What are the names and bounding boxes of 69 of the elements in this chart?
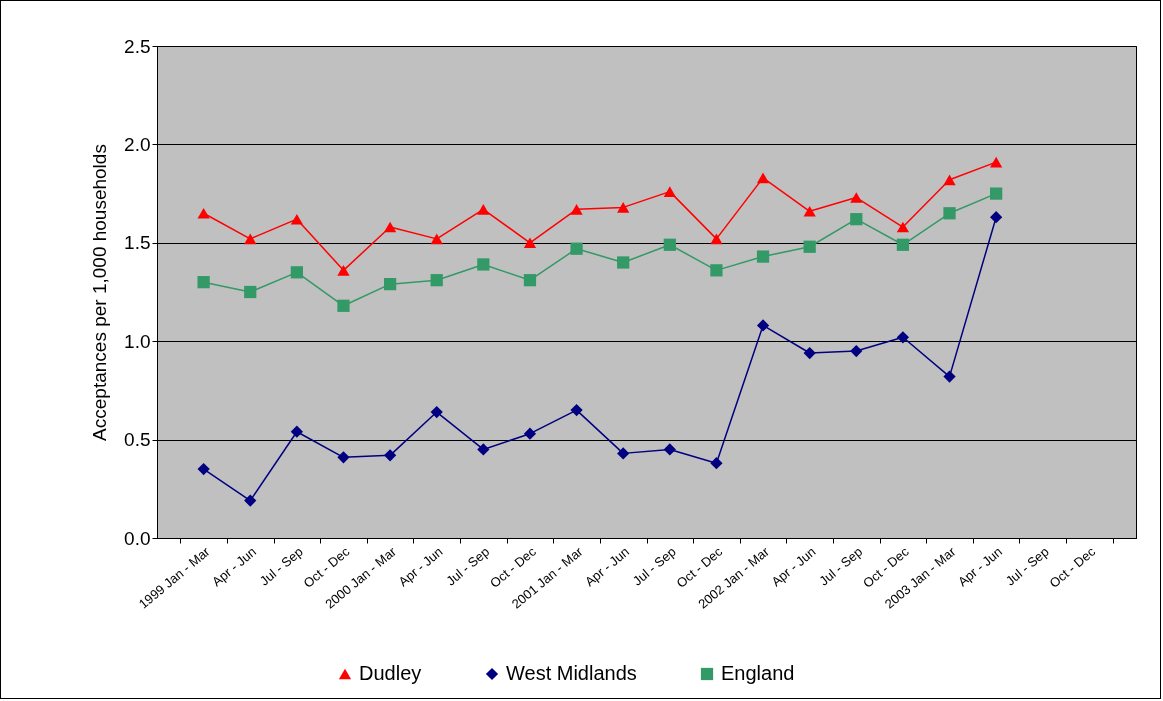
point [990,156,1003,168]
y-tick-label: 2.0 [124,133,151,155]
x-tick-label: Apr - Jun [395,543,446,590]
point [290,425,303,438]
y-tick-label: 2.5 [124,35,151,57]
point [383,449,397,462]
point [430,405,443,419]
point [197,276,210,289]
point [943,370,956,383]
legend-label: England [721,662,795,684]
point [990,187,1003,200]
point [756,250,770,263]
point [477,204,490,215]
point [943,174,956,186]
y-tick-label: 0.5 [124,429,151,451]
point [290,266,303,279]
point [244,233,257,245]
x-tick-label: Apr - Jun [582,543,633,590]
point [663,238,676,251]
point [523,427,537,440]
point [803,346,816,360]
point [943,207,956,220]
point [570,204,583,215]
point [430,233,443,245]
point [710,264,723,277]
point [477,258,490,271]
y-tick-label: 0.0 [124,527,151,549]
point [803,206,816,217]
point [197,207,210,219]
point [244,285,257,299]
point [244,494,257,507]
point [896,331,910,344]
point [383,221,397,233]
point [617,256,630,269]
legend-label: Dudley [359,662,422,684]
point [617,447,630,460]
point [430,274,443,287]
point [850,344,863,358]
point [477,443,490,456]
point [290,213,303,225]
point [710,233,723,245]
point [663,186,676,197]
x-tick-label: Apr - Jun [768,543,819,590]
point [756,319,770,332]
point [850,192,863,203]
legend-label: West Midlands [506,662,637,684]
x-tick-label: Apr - Jun [209,543,260,590]
point [617,202,630,213]
point [896,238,910,251]
point [803,240,816,253]
point [197,463,210,476]
point [570,242,583,255]
point [337,299,350,312]
x-tick-label: Apr - Jun [954,543,1005,590]
point [756,172,770,184]
point [523,274,537,287]
point [570,403,583,417]
point [850,213,863,226]
point [523,237,537,249]
point [663,443,676,456]
y-axis-title: Acceptances per 1,000 households [89,144,111,441]
point [990,211,1003,224]
point [896,221,910,233]
point [337,451,350,464]
point [710,457,723,470]
y-tick-label: 1.0 [124,330,151,352]
point [383,278,397,291]
y-tick-label: 1.5 [124,232,151,254]
point [337,265,350,276]
